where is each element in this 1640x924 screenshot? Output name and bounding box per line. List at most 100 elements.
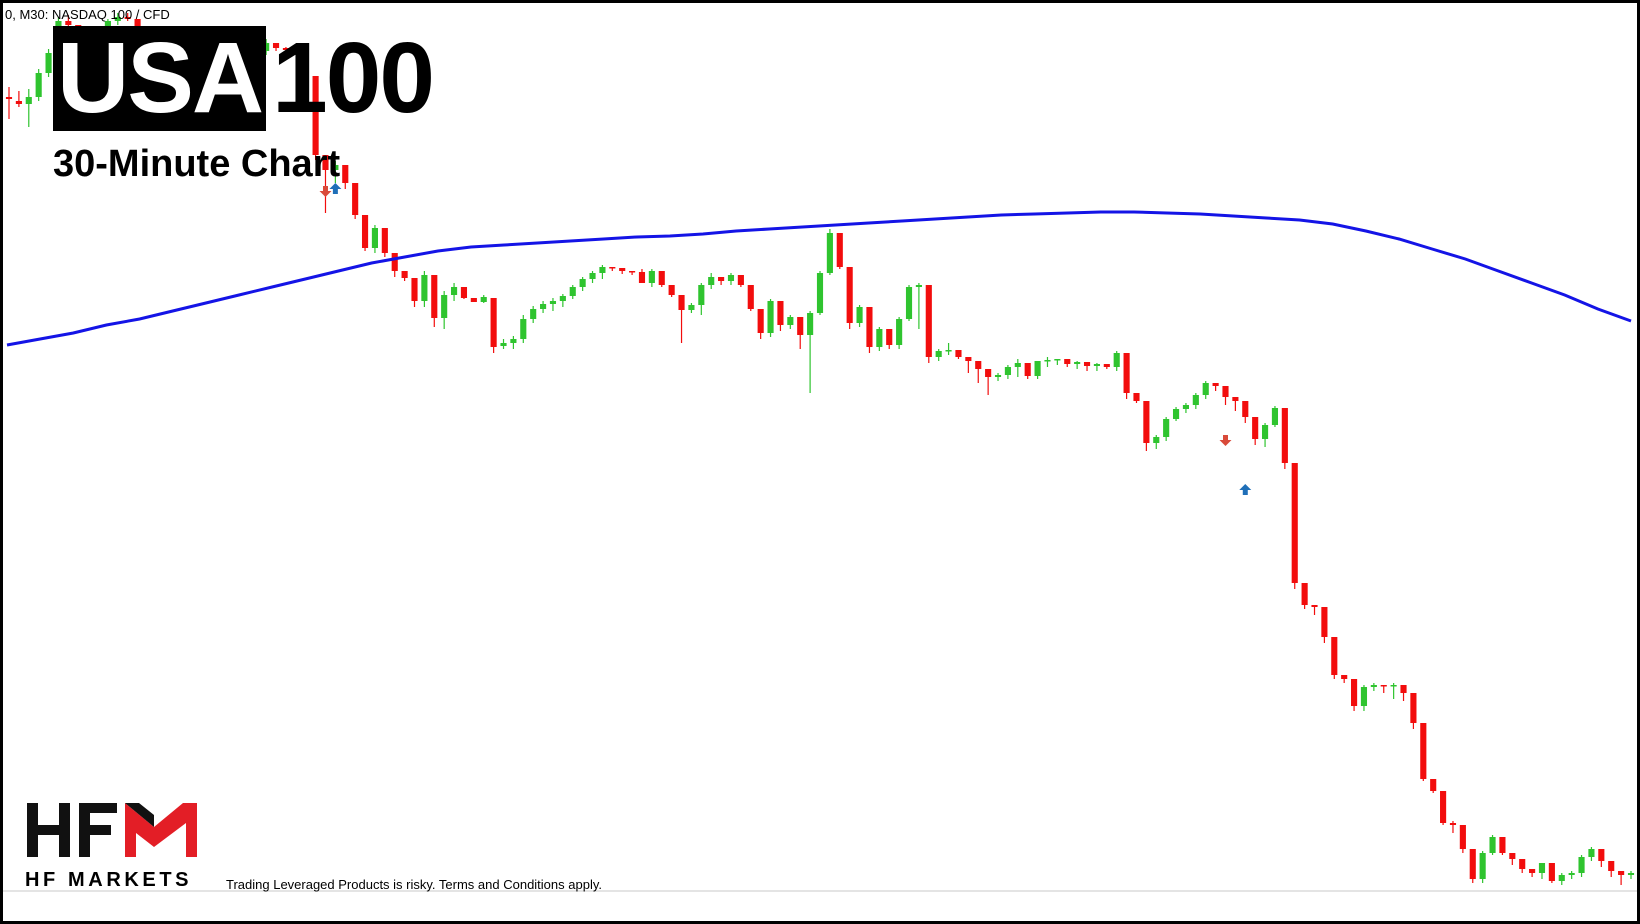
candle (45, 49, 52, 77)
candle (866, 307, 873, 353)
candle (500, 339, 507, 349)
candle (520, 315, 527, 343)
candle (1588, 847, 1595, 861)
buy-signal-arrow-icon (329, 183, 342, 194)
candle (1489, 835, 1496, 855)
candle (935, 349, 942, 361)
candle (263, 39, 270, 55)
candle (15, 91, 22, 107)
candle (1074, 361, 1081, 369)
candle (411, 278, 418, 307)
candle (1538, 863, 1546, 879)
candle (272, 43, 280, 51)
candle (1351, 679, 1358, 711)
candle (856, 305, 863, 327)
candle (1242, 401, 1249, 423)
candle (1390, 683, 1397, 699)
candle (450, 283, 458, 301)
candle (401, 271, 408, 281)
brand-name: HF MARKETS (25, 869, 193, 891)
candle (1232, 397, 1239, 411)
candle (767, 299, 774, 337)
candle (727, 273, 735, 285)
candle (1064, 359, 1071, 367)
candle (421, 271, 428, 307)
candle (1163, 417, 1170, 441)
candle (312, 76, 319, 160)
candle (1430, 779, 1437, 793)
candle (718, 277, 725, 285)
candle (549, 298, 557, 311)
candle (965, 357, 972, 373)
chart-caption: 0, M30: NASDAQ 100 / CFD (5, 7, 170, 22)
candle (530, 306, 537, 323)
candle (1093, 363, 1100, 371)
candle (1143, 401, 1150, 451)
buy-signal-arrow-icon (1239, 484, 1252, 495)
candle (1548, 863, 1555, 883)
candle (1479, 851, 1486, 883)
candle (1182, 403, 1190, 413)
candle (945, 343, 952, 355)
candle (1509, 853, 1516, 865)
candle (1202, 381, 1209, 399)
candle (807, 311, 814, 393)
chart-title: USA 100 (53, 26, 435, 131)
sell-signal-arrow-icon (319, 186, 332, 197)
candle (826, 229, 833, 275)
candle (1420, 723, 1427, 781)
candle (678, 295, 685, 343)
candle (1281, 408, 1288, 469)
candle (668, 285, 675, 297)
candle (787, 315, 794, 329)
candle (1331, 637, 1338, 679)
candle (1578, 855, 1585, 877)
candle (65, 15, 72, 27)
candle (282, 47, 289, 53)
candle (441, 291, 448, 329)
hfm-logo-icon (27, 803, 197, 857)
candle (688, 303, 695, 313)
candle (342, 165, 349, 189)
title-boxed: USA (53, 26, 267, 131)
candle (1054, 359, 1061, 365)
candle (302, 48, 309, 81)
candle (361, 215, 369, 251)
disclaimer-text: Trading Leveraged Products is risky. Ter… (226, 877, 602, 892)
candle (599, 265, 606, 279)
candle (698, 283, 705, 315)
candle (1291, 463, 1298, 589)
candle (1083, 362, 1091, 371)
chart-subtitle: 30-Minute Chart (53, 143, 341, 185)
candle (1440, 791, 1447, 825)
candle (1321, 607, 1328, 643)
moving-average-line (6, 210, 1632, 347)
candle (955, 350, 962, 359)
sell-signal-arrow-icon (1219, 435, 1232, 446)
candle (124, 13, 131, 21)
candle (648, 269, 655, 287)
candle (846, 267, 853, 329)
candle (994, 373, 1002, 381)
candle (559, 294, 566, 307)
candle (1301, 583, 1308, 609)
candle (292, 45, 299, 55)
candle (757, 309, 764, 339)
candle (816, 271, 824, 315)
candle (1133, 393, 1140, 403)
candle (925, 285, 932, 363)
candle (322, 155, 329, 213)
candle (35, 69, 42, 101)
candle (1469, 849, 1476, 883)
candle (747, 285, 754, 311)
candle (1123, 353, 1130, 399)
candle (886, 329, 893, 349)
candle (609, 267, 616, 271)
candle (470, 298, 477, 302)
candle (876, 327, 883, 351)
candle (777, 301, 784, 331)
candle (1271, 406, 1279, 427)
candle (658, 271, 665, 287)
candle (25, 89, 32, 127)
candle (1044, 357, 1051, 367)
